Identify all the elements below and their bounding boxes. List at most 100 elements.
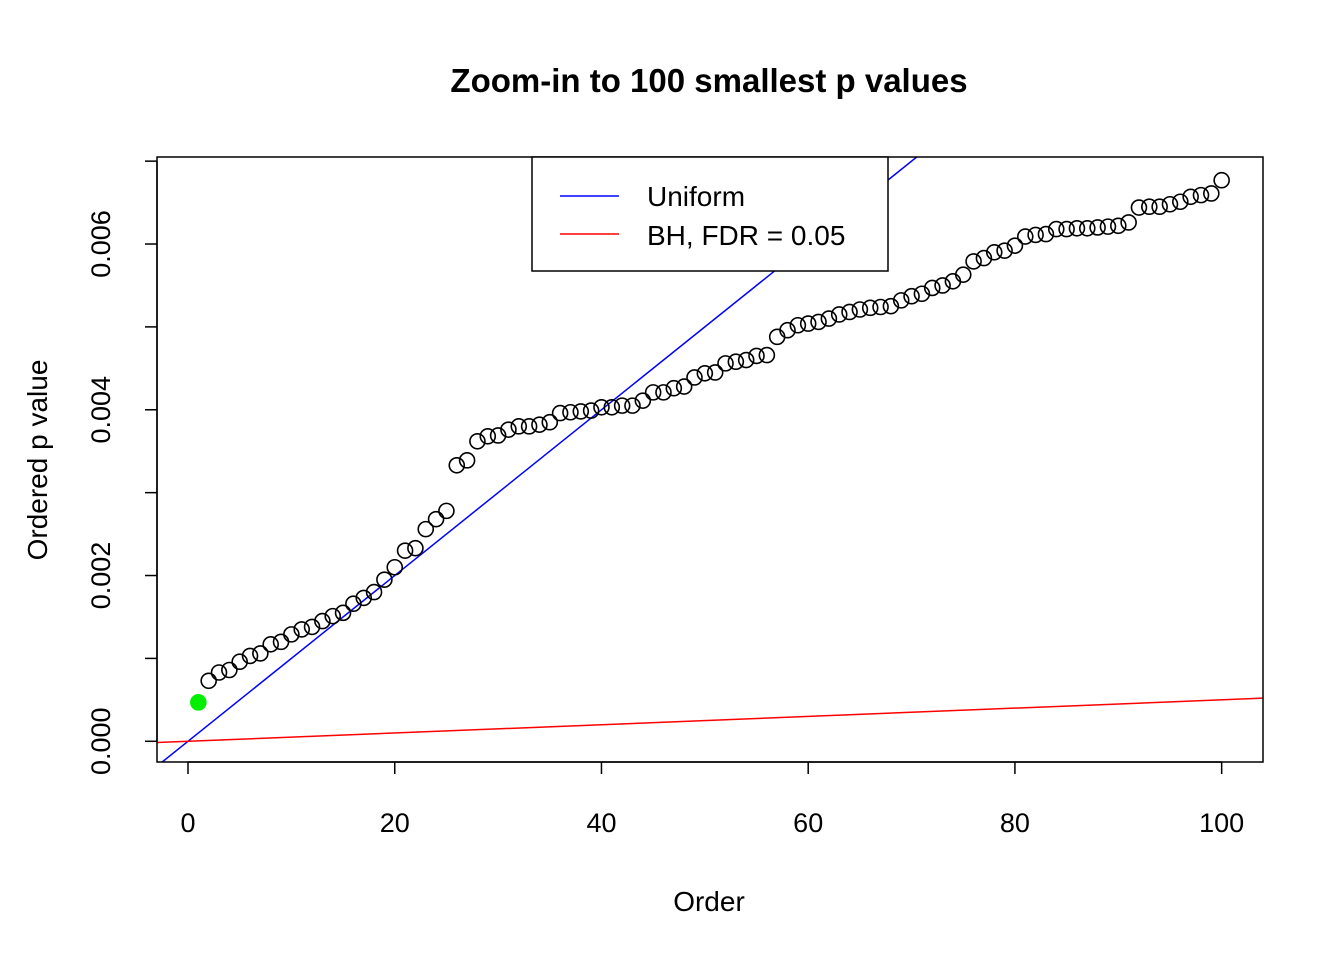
data-point	[882, 297, 900, 315]
data-point	[768, 328, 786, 346]
data-point	[541, 413, 559, 431]
y-axis-label: Ordered p value	[22, 360, 53, 561]
data-point	[603, 398, 621, 416]
data-point	[872, 298, 889, 316]
data-point	[1120, 214, 1137, 231]
data-point	[996, 242, 1013, 259]
data-point	[283, 626, 300, 643]
data-point	[1027, 226, 1044, 244]
data-point	[1203, 185, 1220, 202]
y-tick-label: 0.006	[86, 210, 116, 278]
data-point	[365, 583, 383, 601]
data-point	[221, 661, 238, 679]
data-point	[334, 604, 352, 622]
data-point	[944, 273, 962, 290]
y-tick-label: 0.004	[86, 376, 116, 444]
data-point	[520, 418, 538, 435]
data-point	[1161, 195, 1179, 213]
data-point	[1006, 237, 1024, 254]
data-point	[913, 285, 931, 303]
x-tick-label: 60	[793, 808, 823, 838]
data-point	[737, 351, 755, 369]
data-point	[851, 301, 869, 318]
data-point	[975, 249, 993, 267]
data-point	[345, 595, 362, 613]
data-point	[1213, 171, 1230, 189]
x-axis-label: Order	[673, 886, 745, 917]
legend-label-bh: BH, FDR = 0.05	[647, 220, 845, 251]
data-point	[965, 253, 982, 270]
data-point	[1182, 188, 1199, 206]
data-point	[510, 418, 528, 435]
data-point	[231, 653, 248, 671]
data-point	[954, 266, 972, 283]
data-point	[438, 502, 455, 520]
data-point	[1151, 198, 1168, 216]
data-point	[489, 427, 507, 444]
data-point	[241, 647, 259, 665]
data-point	[727, 353, 745, 371]
data-point	[551, 404, 569, 422]
data-point	[779, 321, 796, 339]
data-point	[593, 398, 610, 416]
data-point	[706, 364, 724, 381]
data-point	[675, 378, 693, 395]
data-point	[407, 539, 424, 557]
data-point	[417, 520, 435, 538]
y-axis: 0.000 0.002 0.004 0.006	[86, 160, 158, 775]
data-point	[427, 510, 445, 528]
data-point	[830, 306, 848, 323]
data-point	[624, 397, 641, 414]
data-point	[789, 316, 807, 334]
data-point	[355, 589, 373, 607]
data-point	[500, 421, 517, 438]
data-point	[1037, 225, 1055, 243]
x-axis: 0 20 40 60 80 100	[180, 761, 1244, 838]
data-point	[1109, 217, 1127, 235]
x-tick-label: 80	[1000, 808, 1030, 838]
y-tick-label: 0.000	[86, 707, 116, 775]
x-tick-label: 0	[180, 808, 195, 838]
data-point	[376, 571, 393, 588]
highlighted-point	[190, 694, 207, 711]
data-point	[717, 355, 734, 372]
data-point	[252, 645, 269, 662]
data-point	[613, 397, 631, 414]
data-point	[1047, 220, 1065, 238]
data-point	[386, 558, 404, 576]
data-point	[799, 315, 817, 332]
data-point	[1078, 219, 1096, 237]
data-point	[892, 292, 910, 309]
y-tick-label: 0.002	[86, 542, 116, 610]
bh-line	[157, 697, 1263, 744]
data-point	[200, 672, 217, 690]
data-point	[1089, 219, 1106, 236]
data-point	[644, 384, 662, 401]
legend: Uniform BH, FDR = 0.05	[531, 156, 889, 272]
data-point	[1099, 218, 1117, 235]
data-point	[1058, 220, 1075, 238]
data-point	[314, 612, 331, 630]
x-tick-label: 40	[586, 808, 616, 838]
data-point	[562, 403, 579, 421]
data-point	[841, 303, 858, 321]
data-point	[634, 392, 652, 409]
data-point	[479, 427, 497, 445]
data-point	[758, 346, 776, 364]
uniform-line	[160, 157, 918, 762]
data-point	[934, 277, 951, 294]
data-point	[1140, 198, 1158, 216]
data-point	[1192, 186, 1210, 204]
data-point	[531, 416, 548, 433]
data-point	[1016, 228, 1034, 245]
data-point	[696, 365, 714, 382]
data-point	[469, 432, 486, 450]
data-point	[1130, 199, 1148, 216]
data-point	[923, 279, 941, 297]
data-point	[458, 452, 476, 469]
data-point	[262, 636, 280, 653]
data-point	[861, 299, 879, 317]
data-point	[665, 379, 683, 397]
data-point	[448, 457, 466, 474]
